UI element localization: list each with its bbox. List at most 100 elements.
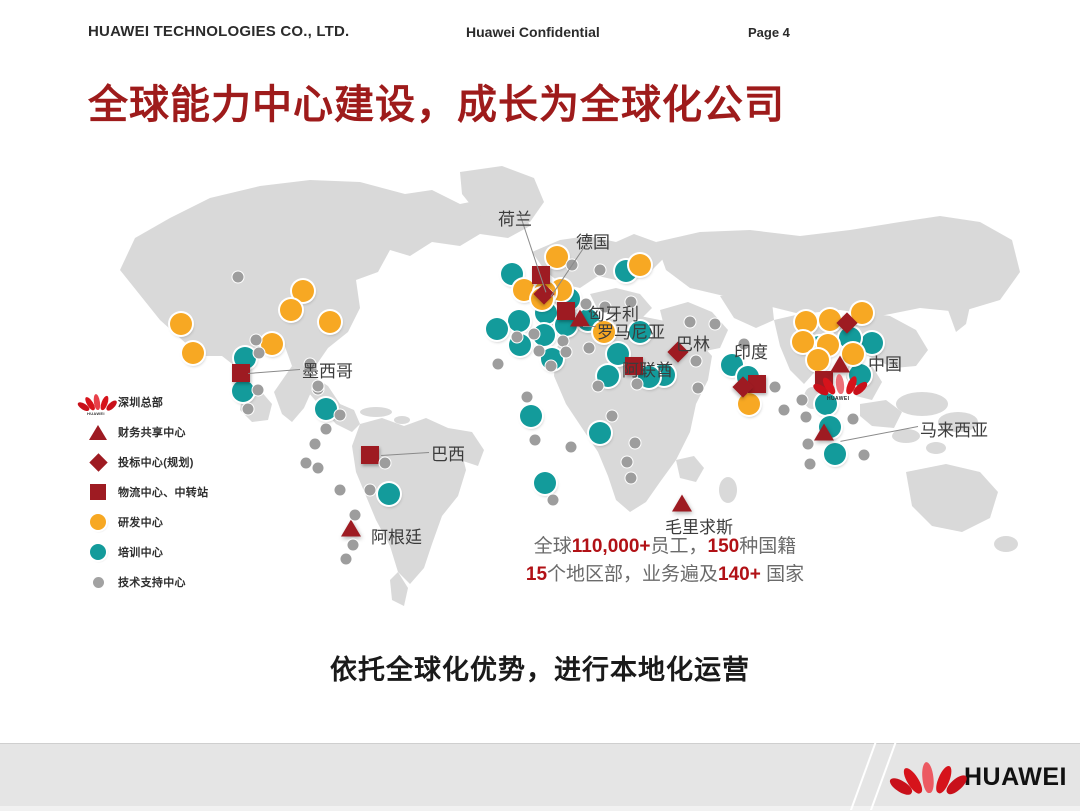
legend-item: 技术支持中心 [78, 568, 288, 596]
map-marker-orange-dot [550, 279, 572, 301]
map-marker-grey-dot [709, 318, 721, 330]
legend-item-label: 技术支持中心 [118, 577, 186, 589]
map-label-brazil: 巴西 [431, 445, 465, 464]
map-marker-teal-dot [520, 405, 542, 427]
map-marker-teal-dot [315, 398, 337, 420]
map-marker-grey-dot [606, 410, 618, 422]
stats-line-1: 全球110,000+员工，150种国籍 [533, 536, 797, 557]
map-marker-grey-dot [347, 539, 359, 551]
map-marker-orange-dot [593, 321, 615, 343]
map-marker-square [748, 375, 766, 393]
map-marker-orange-dot [546, 246, 568, 268]
map-marker-grey-dot [804, 458, 816, 470]
map-label-romania: 罗马尼亚 [597, 323, 665, 342]
legend-item: 物流中心、中转站 [78, 478, 288, 506]
map-marker-teal-dot [629, 321, 651, 343]
legend-item: 投标中心(规划) [78, 448, 288, 476]
map-marker-grey-dot [320, 423, 332, 435]
map-marker-orange-dot [513, 279, 535, 301]
map-marker-grey-dot [379, 457, 391, 469]
map-marker-grey-dot [547, 494, 559, 506]
map-marker-grey-dot [858, 449, 870, 461]
map-marker-grey-dot [557, 335, 569, 347]
map-marker-grey-dot [511, 331, 523, 343]
map-legend: HUAWEI 深圳总部 财务共享中心 投标中心(规划) 物流中心、中转站 研发中… [76, 388, 288, 598]
map-marker-grey-dot [304, 358, 316, 370]
map-marker-teal-dot [232, 380, 254, 402]
map-label-mauritius: 毛里求斯 [665, 518, 733, 537]
map-marker-grey-dot [690, 355, 702, 367]
legend-item-label: 培训中心 [118, 547, 164, 559]
huawei-logo: HUAWEI [887, 760, 1067, 798]
map-marker-triangle [830, 355, 850, 373]
map-marker-grey-dot [560, 346, 572, 358]
map-marker-grey-dot [800, 411, 812, 423]
map-marker-grey-dot [631, 378, 643, 390]
map-marker-grey-dot [625, 296, 637, 308]
slide-footer [0, 743, 1080, 811]
map-marker-grey-dot [796, 394, 808, 406]
diamond-icon [78, 452, 118, 472]
map-label-uae: 阿联酋 [622, 361, 673, 380]
legend-item-label: 研发中心 [118, 517, 164, 529]
map-marker-orange-dot [792, 331, 814, 353]
map-label-mexico: 墨西哥 [302, 362, 353, 381]
map-marker-orange-dot [629, 254, 651, 276]
map-marker-grey-dot [300, 457, 312, 469]
map-marker-square [625, 357, 643, 375]
map-marker-grey-dot [252, 384, 264, 396]
legend-item: HUAWEI 深圳总部 [76, 388, 288, 416]
map-marker-grey-dot [529, 434, 541, 446]
legend-item: 培训中心 [78, 538, 288, 566]
footer-company: HUAWEI TECHNOLOGIES CO., LTD. [88, 23, 350, 40]
map-marker-grey-dot [545, 360, 557, 372]
legend-item: 研发中心 [78, 508, 288, 536]
map-marker-grey-dot [364, 484, 376, 496]
map-marker-teal-dot [589, 422, 611, 444]
map-marker-grey-dot [592, 380, 604, 392]
map-label-malaysia: 马来西亚 [920, 421, 988, 440]
map-marker-grey-dot [692, 382, 704, 394]
map-marker-teal-dot [638, 366, 660, 388]
map-marker-grey-dot [528, 328, 540, 340]
map-marker-square [232, 364, 250, 382]
map-marker-grey-dot [565, 441, 577, 453]
footer-baseline [0, 806, 1080, 811]
map-marker-orange-dot [170, 313, 192, 335]
map-marker-teal-dot [597, 365, 619, 387]
map-marker-orange-dot [292, 280, 314, 302]
footer-slash-decoration [836, 743, 906, 810]
map-marker-grey-dot [242, 403, 254, 415]
map-marker-grey-dot [250, 334, 262, 346]
map-marker-square [361, 446, 379, 464]
map-marker-grey-dot [738, 338, 750, 350]
map-marker-shenzhen-hq: HUAWEI [811, 372, 870, 402]
slide-caption: 依托全球化优势，进行本地化运营 [330, 655, 750, 685]
map-marker-grey-dot [583, 342, 595, 354]
footer-confidential: Huawei Confidential [466, 24, 600, 40]
square-icon [78, 484, 118, 500]
map-label-argentina: 阿根廷 [371, 528, 422, 547]
legend-item-label: 深圳总部 [118, 397, 164, 409]
legend-item-label: 投标中心(规划) [118, 457, 194, 469]
map-marker-grey-dot [580, 298, 592, 310]
map-marker-orange-dot [819, 309, 841, 331]
map-marker-teal-dot [234, 347, 256, 369]
map-marker-orange-dot [738, 393, 760, 415]
triangle-icon [78, 424, 118, 440]
map-marker-teal-dot [508, 310, 530, 332]
map-marker-grey-dot [334, 409, 346, 421]
map-marker-orange-dot [261, 333, 283, 355]
map-marker-triangle [570, 309, 590, 327]
map-marker-grey-dot [684, 316, 696, 328]
callout-leader-line [247, 369, 301, 374]
map-marker-teal-dot [378, 483, 400, 505]
map-label-germany: 德国 [576, 233, 610, 252]
map-marker-orange-dot [851, 302, 873, 324]
map-label-china: 中国 [868, 355, 902, 374]
legend-item: 财务共享中心 [78, 418, 288, 446]
callout-leader-line [583, 326, 596, 327]
map-marker-teal-dot [861, 332, 883, 354]
